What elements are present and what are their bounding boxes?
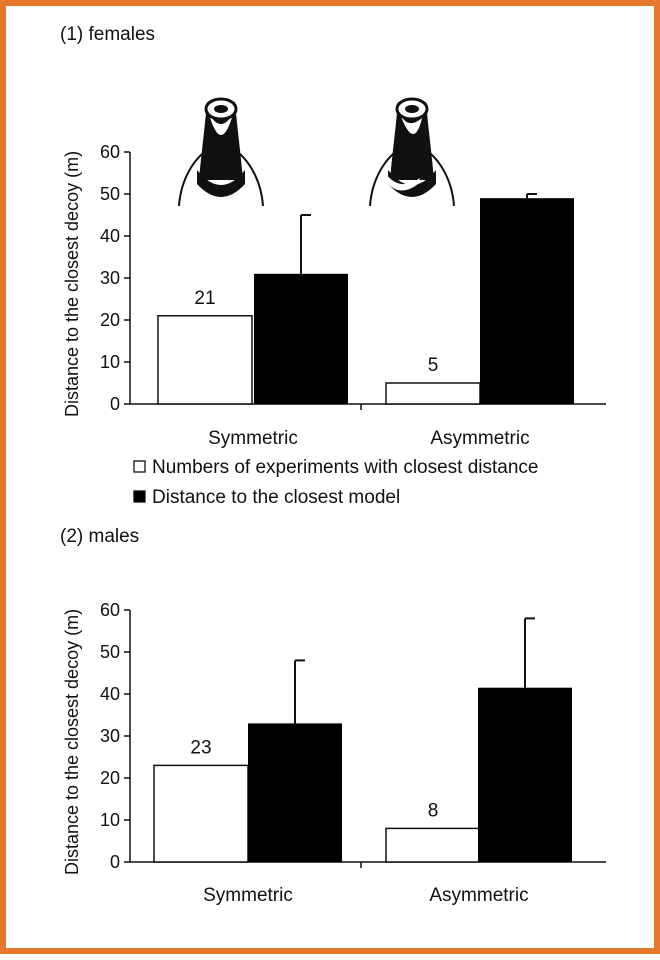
panel-title: (2) males [60, 526, 139, 547]
y-tick-label: 50 [100, 184, 120, 204]
y-tick-label: 60 [100, 142, 120, 162]
y-tick-label: 30 [100, 726, 120, 746]
y-tick-label: 10 [100, 352, 120, 372]
data-label: 5 [428, 355, 439, 376]
bar-count [157, 315, 253, 405]
y-tick-label: 0 [110, 852, 120, 872]
panel-title: (1) females [60, 24, 155, 45]
y-tick-label: 20 [100, 310, 120, 330]
y-tick-label: 0 [110, 394, 120, 414]
data-label: 8 [428, 800, 439, 821]
category-label: Asymmetric [430, 428, 529, 449]
y-tick-label: 20 [100, 768, 120, 788]
y-tick-label: 30 [100, 268, 120, 288]
symmetric-decoy-icon [178, 97, 264, 207]
bar-distance [480, 198, 574, 404]
y-tick-label: 50 [100, 642, 120, 662]
data-label: 23 [190, 737, 211, 758]
y-axis-label: Distance to the closest decoy (m) [62, 609, 82, 875]
y-tick-label: 40 [100, 684, 120, 704]
bar-count [385, 827, 481, 863]
bar-count [153, 764, 249, 863]
bar-distance [248, 723, 342, 862]
y-tick-label: 10 [100, 810, 120, 830]
bar-count [385, 382, 481, 405]
y-axis-label: Distance to the closest decoy (m) [62, 151, 82, 417]
category-label: Symmetric [203, 885, 293, 906]
legend-swatch [133, 460, 146, 473]
chart-panel-2: (2) males Distance to the closest decoy (… [60, 526, 606, 906]
category-label: Symmetric [208, 428, 298, 449]
figure-svg: (1) females Distance to the closest decoy… [60, 24, 606, 906]
legend-label: Numbers of experiments with closest dist… [152, 457, 539, 478]
y-tick-label: 40 [100, 226, 120, 246]
bar-distance [254, 273, 348, 404]
category-label: Asymmetric [429, 885, 528, 906]
asymmetric-decoy-icon [369, 97, 455, 207]
data-label: 21 [194, 288, 215, 309]
chart-panel-1: (1) females Distance to the closest decoy… [60, 24, 606, 508]
y-tick-label: 60 [100, 600, 120, 620]
legend-swatch [133, 490, 146, 503]
legend-label: Distance to the closest model [152, 487, 400, 508]
bar-distance [478, 687, 572, 862]
